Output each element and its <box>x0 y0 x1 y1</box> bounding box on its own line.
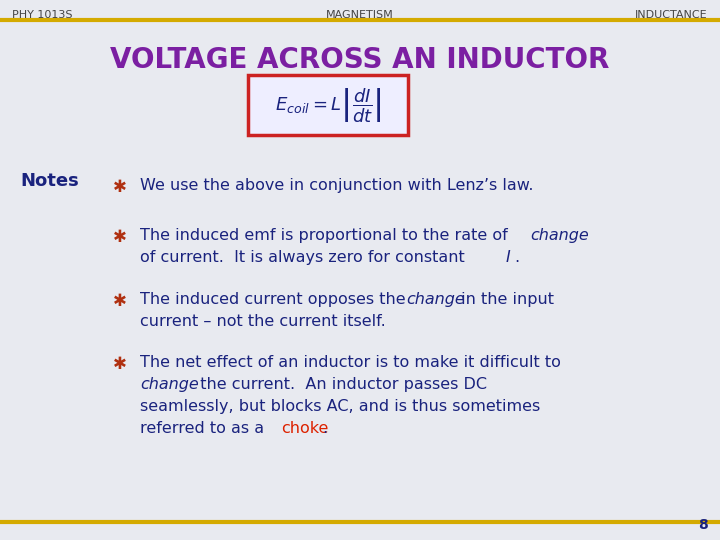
Text: INDUCTANCE: INDUCTANCE <box>635 10 708 20</box>
Text: seamlessly, but blocks AC, and is thus sometimes: seamlessly, but blocks AC, and is thus s… <box>140 399 540 414</box>
Text: I: I <box>505 250 510 265</box>
Text: change: change <box>140 377 199 392</box>
Text: change: change <box>531 228 589 243</box>
Bar <box>248 75 408 135</box>
Text: current – not the current itself.: current – not the current itself. <box>140 314 386 329</box>
Text: referred to as a: referred to as a <box>140 421 269 436</box>
Text: ✱: ✱ <box>113 178 127 196</box>
Text: choke: choke <box>282 421 328 436</box>
Text: change: change <box>406 292 464 307</box>
Text: $E_{coil} = L\left|\dfrac{dI}{dt}\right|$: $E_{coil} = L\left|\dfrac{dI}{dt}\right|… <box>274 86 382 124</box>
Text: of current.  It is always zero for constant: of current. It is always zero for consta… <box>140 250 470 265</box>
Text: .: . <box>514 250 519 265</box>
Text: ✱: ✱ <box>113 355 127 373</box>
Text: ✱: ✱ <box>113 228 127 246</box>
Text: The induced current opposes the: The induced current opposes the <box>140 292 410 307</box>
Text: We use the above in conjunction with Lenz’s law.: We use the above in conjunction with Len… <box>140 178 534 193</box>
Text: .: . <box>323 421 328 436</box>
Text: VOLTAGE ACROSS AN INDUCTOR: VOLTAGE ACROSS AN INDUCTOR <box>110 46 610 74</box>
Text: The net effect of an inductor is to make it difficult to: The net effect of an inductor is to make… <box>140 355 561 370</box>
Text: MAGNETISM: MAGNETISM <box>326 10 394 20</box>
Text: 8: 8 <box>698 518 708 532</box>
Text: PHY 1013S: PHY 1013S <box>12 10 73 20</box>
Text: Notes: Notes <box>20 172 78 190</box>
Text: the current.  An inductor passes DC: the current. An inductor passes DC <box>190 377 487 392</box>
Text: in the input: in the input <box>456 292 554 307</box>
Text: ✱: ✱ <box>113 292 127 310</box>
Text: The induced emf is proportional to the rate of: The induced emf is proportional to the r… <box>140 228 513 243</box>
